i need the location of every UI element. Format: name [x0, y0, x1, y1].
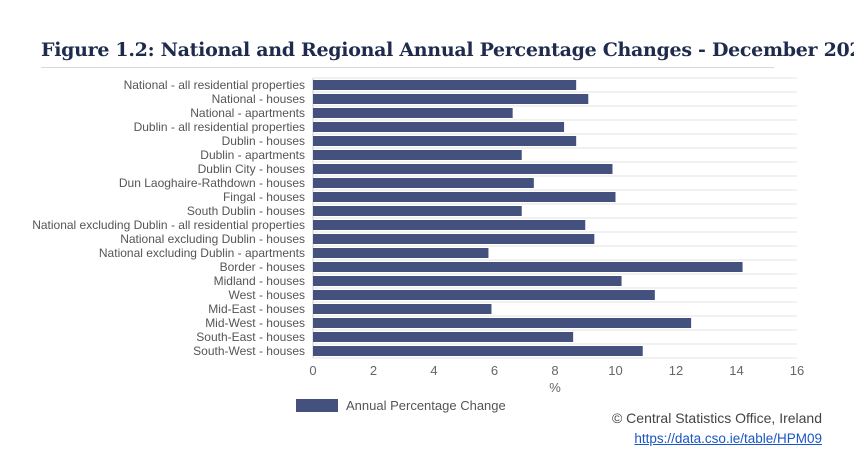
x-tick-label: 14 [729, 363, 743, 378]
x-axis-label: % [549, 380, 561, 395]
bar[interactable] [313, 206, 522, 216]
bar[interactable] [313, 290, 655, 300]
category-label: Dublin - apartments [200, 148, 305, 162]
category-label: National - apartments [190, 106, 305, 120]
legend[interactable]: Annual Percentage Change [296, 398, 506, 413]
bar[interactable] [313, 80, 577, 90]
bar[interactable] [313, 346, 643, 356]
legend-label: Annual Percentage Change [346, 398, 506, 413]
category-label: National - houses [212, 92, 305, 106]
category-label: Fingal - houses [223, 190, 305, 204]
category-label: Midland - houses [214, 274, 305, 288]
bar[interactable] [313, 318, 692, 328]
category-label: Mid-West - houses [205, 316, 305, 330]
x-tick-label: 10 [608, 363, 622, 378]
category-label: Dublin - houses [222, 134, 305, 148]
x-tick-label: 6 [491, 363, 498, 378]
x-tick-label: 4 [430, 363, 437, 378]
chart-title: Figure 1.2: National and Regional Annual… [41, 39, 854, 61]
x-tick-label: 0 [309, 363, 316, 378]
category-label: South-East - houses [196, 330, 305, 344]
bar[interactable] [313, 108, 513, 118]
bar[interactable] [313, 248, 489, 258]
bar[interactable] [313, 94, 589, 104]
bar[interactable] [313, 122, 565, 132]
category-label: West - houses [229, 288, 305, 302]
category-label: South Dublin - houses [187, 204, 305, 218]
bar[interactable] [313, 262, 743, 272]
title-divider [41, 67, 774, 68]
bar[interactable] [313, 164, 613, 174]
category-label: Mid-East - houses [208, 302, 305, 316]
x-tick-label: 8 [551, 363, 558, 378]
bar[interactable] [313, 178, 534, 188]
bar[interactable] [313, 234, 595, 244]
category-label: Dun Laoghaire-Rathdown - houses [119, 176, 305, 190]
bar[interactable] [313, 304, 492, 314]
category-label: Dublin - all residential properties [134, 120, 305, 134]
category-label: South-West - houses [193, 344, 305, 358]
category-label: Dublin City - houses [198, 162, 305, 176]
bar[interactable] [313, 150, 522, 160]
category-label: National - all residential properties [124, 78, 305, 92]
legend-swatch [296, 399, 338, 412]
category-label: National excluding Dublin - all resident… [32, 218, 305, 232]
bar[interactable] [313, 220, 586, 230]
category-label: National excluding Dublin - houses [120, 232, 305, 246]
x-tick-label: 2 [370, 363, 377, 378]
source-link[interactable]: https://data.cso.ie/table/HPM09 [634, 431, 822, 446]
x-tick-label: 12 [669, 363, 683, 378]
bar[interactable] [313, 276, 622, 286]
bar[interactable] [313, 332, 574, 342]
bar[interactable] [313, 136, 577, 146]
category-label: National excluding Dublin - apartments [99, 246, 305, 260]
bar[interactable] [313, 192, 616, 202]
category-label: Border - houses [220, 260, 305, 274]
x-tick-label: 16 [790, 363, 804, 378]
credit-text: © Central Statistics Office, Ireland [611, 410, 822, 426]
